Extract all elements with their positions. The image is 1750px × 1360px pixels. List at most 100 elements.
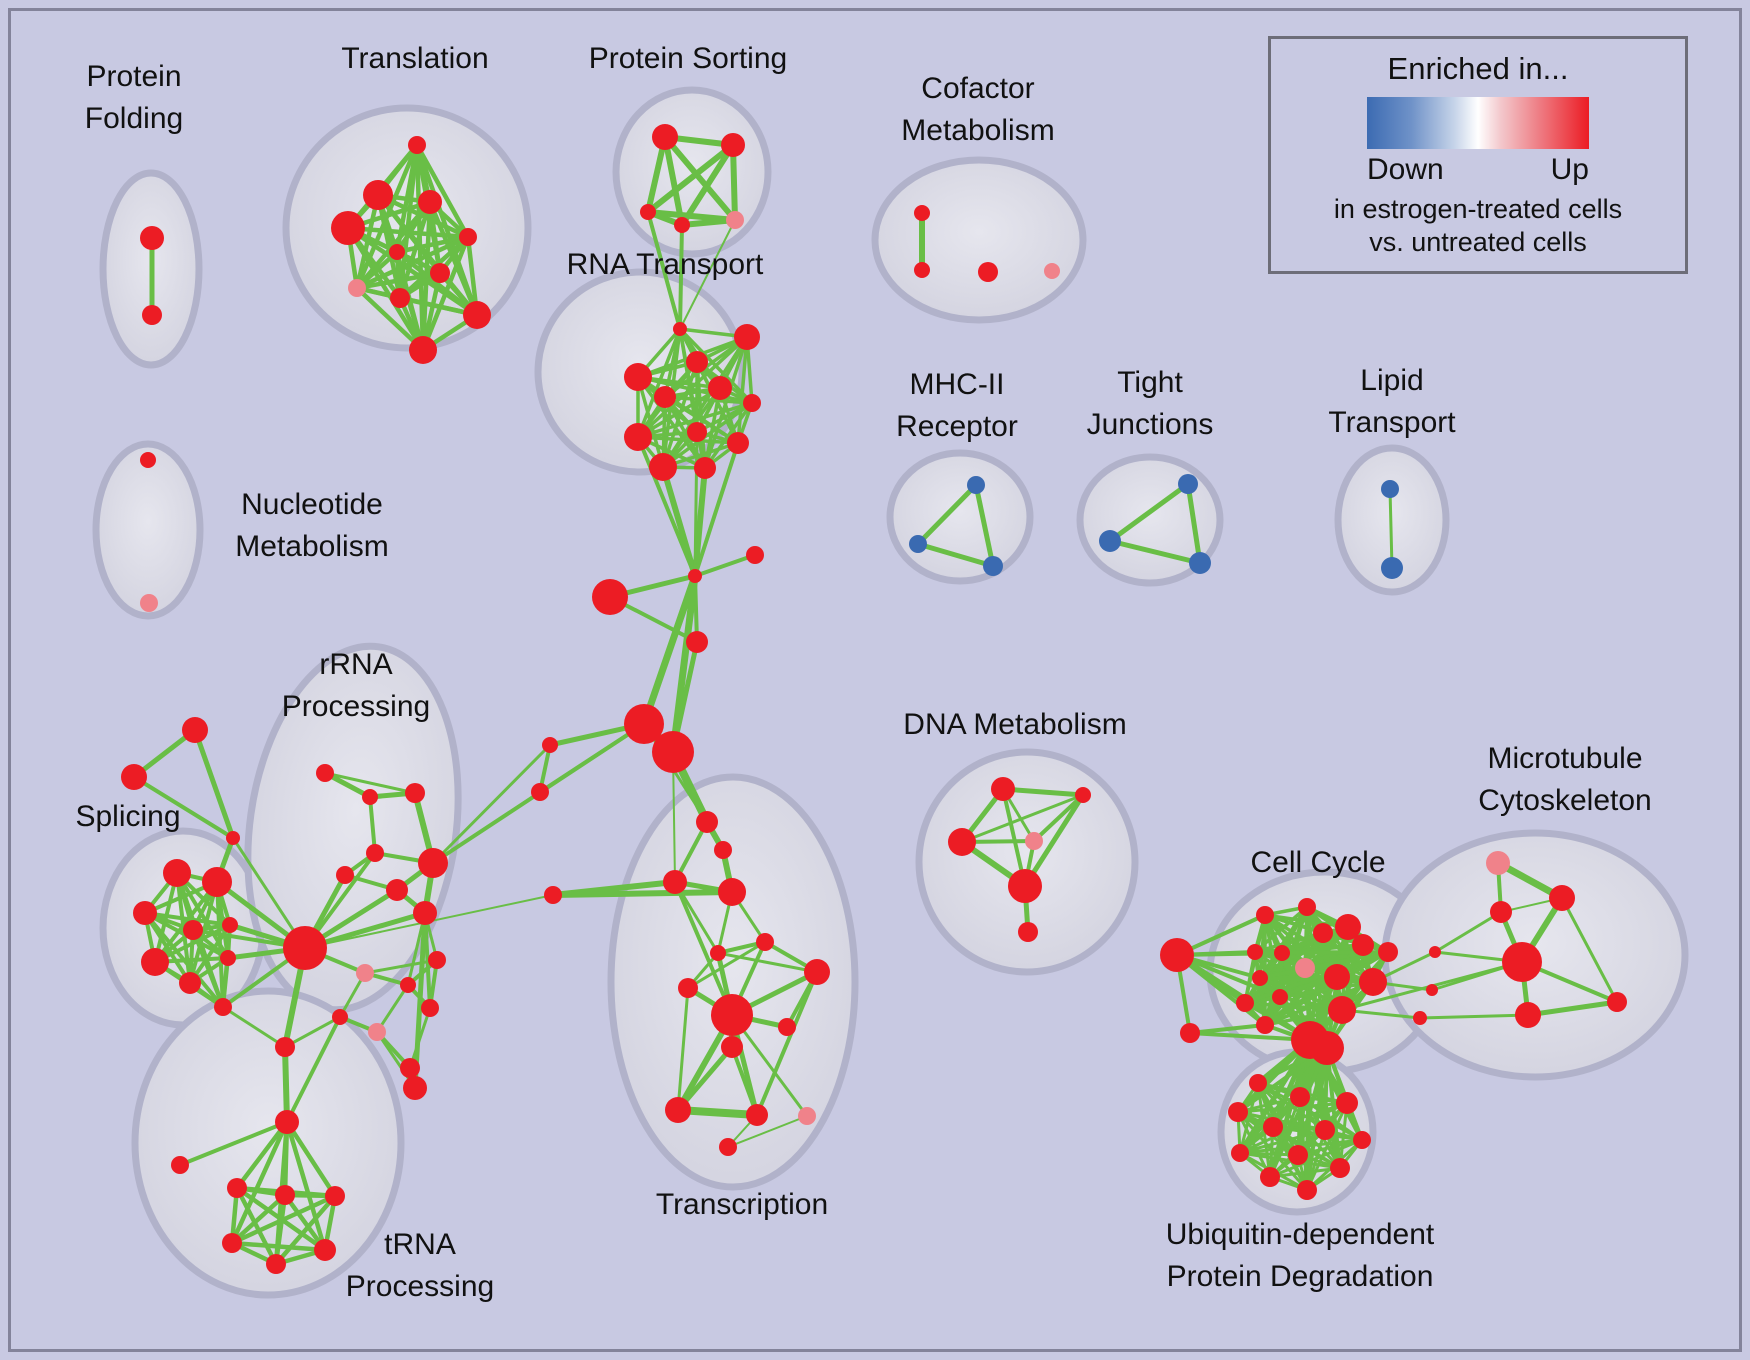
edge xyxy=(1107,481,1191,544)
edge xyxy=(1238,1046,1329,1155)
splicing-node xyxy=(183,920,203,940)
rrna-node xyxy=(386,879,408,901)
edge xyxy=(1263,950,1390,1027)
rrna-label: Processing xyxy=(282,690,430,723)
translation-node xyxy=(463,301,491,329)
trna-node xyxy=(275,1185,295,1205)
cellcycle-node xyxy=(1328,996,1356,1024)
cofactor-node xyxy=(914,262,930,278)
network-nodes xyxy=(121,124,1627,1274)
ubiquitin-label: Ubiquitin-dependent xyxy=(1166,1218,1435,1251)
translation-node xyxy=(331,211,365,245)
mhc-label: MHC-II xyxy=(910,368,1005,401)
cofactor-node xyxy=(914,205,930,221)
cellcycle-node xyxy=(1252,970,1268,986)
microtubule-node xyxy=(1502,942,1542,982)
cellcycle-node xyxy=(1256,906,1274,924)
edge xyxy=(431,790,542,865)
edge xyxy=(693,553,757,578)
cellcycle-node xyxy=(1298,898,1316,916)
edge xyxy=(1418,1013,1530,1020)
edge xyxy=(229,1119,290,1246)
edge xyxy=(678,223,684,331)
edge xyxy=(672,751,676,883)
edge xyxy=(915,541,996,569)
trna-node xyxy=(171,1156,189,1174)
edge xyxy=(1175,951,1284,957)
cofactor-ellipse xyxy=(871,156,1087,324)
microtubule-label: Cytoskeleton xyxy=(1478,784,1651,817)
edge xyxy=(915,482,979,547)
edge xyxy=(284,1119,338,1199)
edge xyxy=(679,142,736,228)
edge xyxy=(1188,1023,1267,1035)
edge xyxy=(1185,481,1203,566)
edge xyxy=(394,234,471,255)
ubiquitin-node xyxy=(1315,1120,1335,1140)
edge xyxy=(727,1115,808,1148)
dna-node xyxy=(1008,869,1042,903)
rna_transport-node xyxy=(727,432,749,454)
edge xyxy=(229,1240,328,1253)
translation-node xyxy=(430,263,450,283)
ubiquitin-node xyxy=(1336,1092,1358,1114)
edge xyxy=(636,401,754,439)
nucleotide-ellipse xyxy=(92,440,204,620)
nucleotide-node xyxy=(140,452,156,468)
cellcycle-node xyxy=(1359,968,1387,996)
connectors-node xyxy=(121,764,147,790)
edge xyxy=(375,983,410,1034)
translation-label: Translation xyxy=(341,42,488,75)
rrna-label: rRNA xyxy=(319,648,392,681)
edge xyxy=(354,270,443,291)
splicing-node xyxy=(141,948,169,976)
mhc-node xyxy=(909,535,927,553)
edge xyxy=(1325,1046,1342,1170)
rrna-node xyxy=(356,964,374,982)
ubiquitin-node xyxy=(1228,1102,1248,1122)
rna_transport-label: RNA Transport xyxy=(567,248,764,281)
connectors-node xyxy=(275,1037,295,1057)
edge xyxy=(645,142,736,215)
connectors-node xyxy=(1413,1011,1427,1025)
edge xyxy=(283,1015,342,1049)
protein_folding-label: Folding xyxy=(85,102,183,135)
cofactor-label: Metabolism xyxy=(901,114,1054,147)
edge xyxy=(354,285,426,353)
cofactor-label: Cofactor xyxy=(921,72,1034,105)
tight-label: Tight xyxy=(1117,366,1183,399)
ubiquitin-node xyxy=(1297,1180,1317,1200)
rna_transport-node xyxy=(624,363,652,391)
rrna-node xyxy=(421,999,439,1017)
edge xyxy=(1305,1101,1349,1192)
edge xyxy=(285,1015,342,1124)
splicing-node xyxy=(222,917,238,933)
translation-node xyxy=(409,336,437,364)
legend-caption-line2: vs. untreated cells xyxy=(1369,227,1587,257)
ubiquitin-node xyxy=(1231,1144,1249,1162)
transcription-node xyxy=(678,978,698,998)
rna_transport-node xyxy=(708,376,732,400)
edge xyxy=(550,889,735,898)
edge xyxy=(662,134,738,223)
transcription-node xyxy=(696,811,718,833)
translation-node xyxy=(389,244,405,260)
edge xyxy=(1107,538,1203,566)
legend-caption-line1: in estrogen-treated cells xyxy=(1333,194,1623,224)
legend-down-label: Down xyxy=(1367,153,1444,186)
rrna-node xyxy=(336,866,354,884)
splicing-node xyxy=(202,867,232,897)
connectors-node xyxy=(403,1076,427,1100)
edge xyxy=(1258,950,1390,980)
trna-ellipse xyxy=(131,987,405,1299)
cellcycle-node xyxy=(1324,964,1350,990)
legend-box: Enriched in... Down Up in estrogen-treat… xyxy=(1268,36,1688,274)
connectors-node xyxy=(1180,1023,1200,1043)
edge xyxy=(273,1193,338,1267)
dna-node xyxy=(1018,922,1038,942)
edge xyxy=(636,435,740,445)
ubiquitin-node xyxy=(1249,1074,1267,1092)
dna-ellipse xyxy=(915,748,1139,976)
rna_transport-node xyxy=(624,423,652,451)
connectors-node xyxy=(226,831,240,845)
